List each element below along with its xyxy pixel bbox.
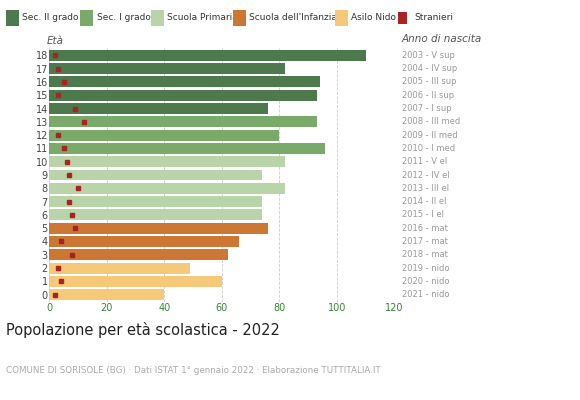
Text: Sec. I grado: Sec. I grado [96, 14, 150, 22]
Bar [49, 210, 262, 220]
Text: Sec. II grado: Sec. II grado [22, 14, 78, 22]
Text: 2005 - III sup: 2005 - III sup [401, 78, 456, 86]
Bar [49, 236, 239, 247]
Bar [49, 130, 280, 140]
Bar [49, 103, 268, 114]
Text: 2019 - nido: 2019 - nido [401, 264, 449, 272]
Bar [49, 116, 317, 127]
Bar [49, 50, 365, 61]
Bar [49, 289, 164, 300]
Text: 2016 - mat: 2016 - mat [401, 224, 447, 233]
Text: 2007 - I sup: 2007 - I sup [401, 104, 451, 113]
Bar [49, 156, 285, 167]
Text: 2011 - V el: 2011 - V el [401, 157, 447, 166]
Bar [49, 263, 190, 274]
Text: Età: Età [46, 36, 63, 46]
Text: 2008 - III med: 2008 - III med [401, 117, 460, 126]
Text: Scuola Primaria: Scuola Primaria [167, 14, 238, 22]
Text: 2006 - II sup: 2006 - II sup [401, 91, 454, 100]
Text: Popolazione per età scolastica - 2022: Popolazione per età scolastica - 2022 [6, 322, 280, 338]
Text: 2020 - nido: 2020 - nido [401, 277, 449, 286]
Bar [49, 143, 325, 154]
Bar [49, 276, 222, 287]
Text: 2003 - V sup: 2003 - V sup [401, 51, 454, 60]
Text: 2004 - IV sup: 2004 - IV sup [401, 64, 457, 73]
Text: 2010 - I med: 2010 - I med [401, 144, 455, 153]
Bar [49, 249, 227, 260]
Text: 2021 - nido: 2021 - nido [401, 290, 449, 299]
Text: 2013 - III el: 2013 - III el [401, 184, 449, 193]
Text: 2017 - mat: 2017 - mat [401, 237, 447, 246]
Bar [49, 170, 262, 180]
Text: Anno di nascita: Anno di nascita [401, 34, 482, 44]
Text: 2009 - II med: 2009 - II med [401, 131, 457, 140]
Text: 2012 - IV el: 2012 - IV el [401, 170, 450, 180]
Bar [49, 90, 317, 101]
Bar [49, 63, 285, 74]
Bar [49, 223, 268, 234]
Text: Scuola dell'Infanzia: Scuola dell'Infanzia [249, 14, 338, 22]
Bar [49, 76, 320, 87]
Bar [49, 183, 285, 194]
Text: 2015 - I el: 2015 - I el [401, 210, 444, 219]
Text: Stranieri: Stranieri [414, 14, 453, 22]
Text: Asilo Nido: Asilo Nido [351, 14, 397, 22]
Text: 2018 - mat: 2018 - mat [401, 250, 447, 259]
Text: 2014 - II el: 2014 - II el [401, 197, 446, 206]
Bar [49, 196, 262, 207]
Text: COMUNE DI SORISOLE (BG) · Dati ISTAT 1° gennaio 2022 · Elaborazione TUTTITALIA.I: COMUNE DI SORISOLE (BG) · Dati ISTAT 1° … [6, 366, 380, 375]
